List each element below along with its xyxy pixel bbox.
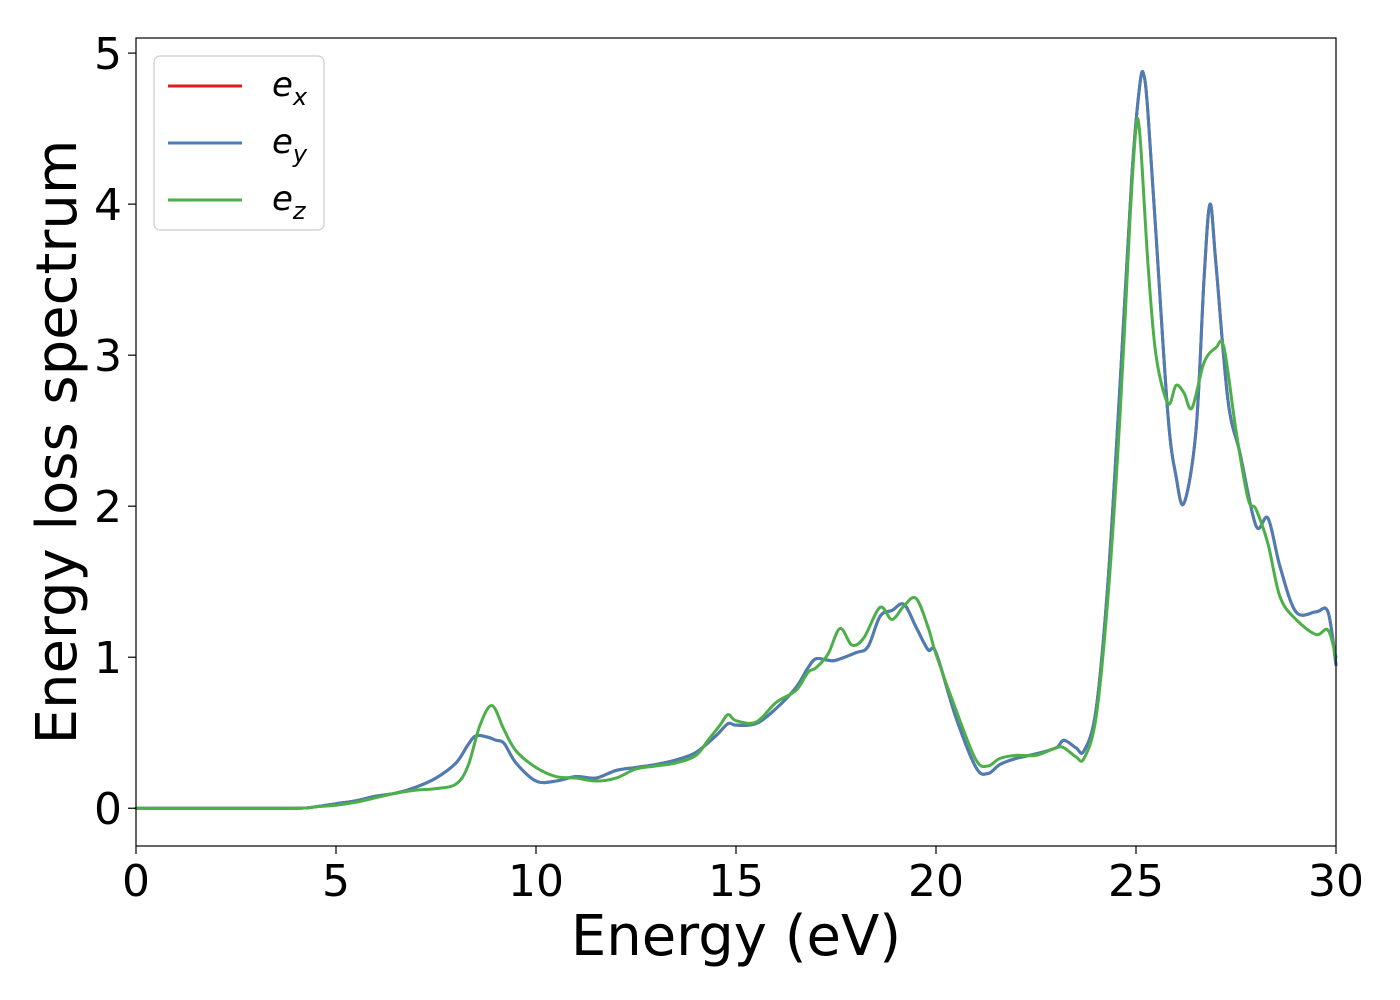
x-tick-label: 25 [1108,856,1164,907]
x-tick-label: 10 [508,856,564,907]
y-tick-label: 2 [94,482,122,533]
x-tick-label: 5 [322,856,350,907]
x-tick-label: 0 [122,856,150,907]
x-tick-label: 15 [708,856,764,907]
y-tick-label: 4 [94,180,122,231]
x-tick-label: 30 [1308,856,1364,907]
y-axis-label: Energy loss spectrum [25,140,90,745]
y-tick-label: 1 [94,633,122,684]
series-layer [134,70,1338,810]
x-axis-label: Energy (eV) [571,904,901,969]
legend: ex ey ez [153,55,325,231]
ticks-layer: 0 5 10 15 20 25 30 0 1 2 3 4 5 [94,29,1364,907]
legend-label-y: ey [272,122,308,168]
y-tick-label: 3 [94,331,122,382]
x-tick-label: 20 [908,856,964,907]
series-line-z [134,117,1338,810]
legend-label-x: ex [272,65,308,111]
y-tick-label: 0 [94,784,122,835]
y-tick-label: 5 [94,29,122,80]
legend-label-z: ez [272,179,307,225]
series-line-y [134,70,1338,810]
